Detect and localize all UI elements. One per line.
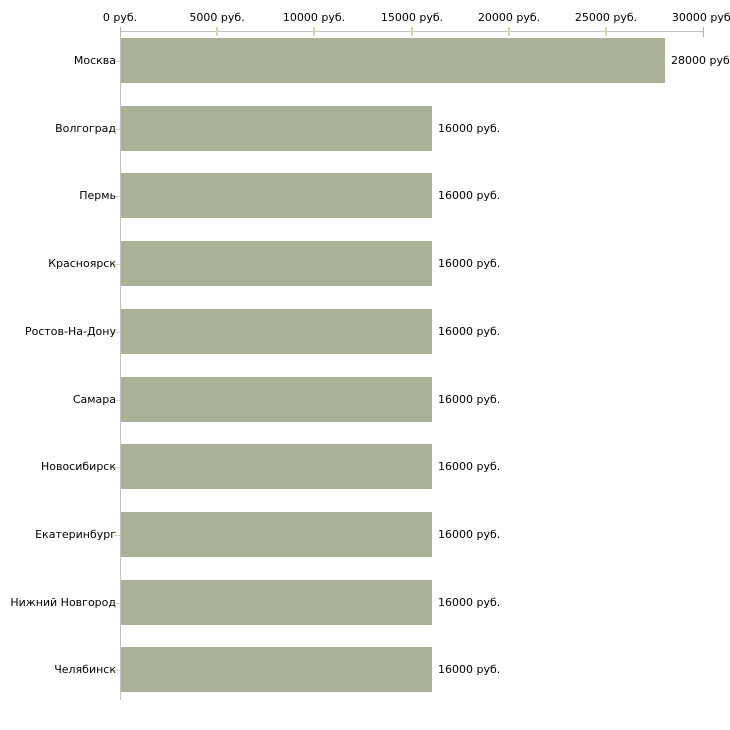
category-label: Москва	[73, 54, 116, 67]
bar	[121, 38, 665, 83]
x-axis-tick	[120, 27, 121, 37]
x-axis-tick	[216, 27, 218, 36]
category-tick	[114, 535, 120, 536]
bar	[121, 241, 432, 286]
category-tick	[114, 196, 120, 197]
category-label: Нижний Новгород	[10, 596, 116, 609]
x-axis-tick-label: 0 руб.	[102, 11, 138, 24]
category-tick	[114, 400, 120, 401]
bar	[121, 512, 432, 557]
category-label: Новосибирск	[40, 460, 116, 473]
bar	[121, 580, 432, 625]
x-axis-tick-label: 15000 руб.	[380, 11, 444, 24]
category-label: Челябинск	[54, 663, 116, 676]
value-label: 16000 руб.	[438, 528, 501, 541]
bar	[121, 377, 432, 422]
x-axis-tick-label: 20000 руб.	[477, 11, 541, 24]
value-label: 16000 руб.	[438, 596, 501, 609]
category-label: Ростов-На-Дону	[24, 325, 116, 338]
y-axis-line	[120, 31, 121, 700]
x-axis-tick	[313, 27, 315, 36]
category-label: Самара	[72, 393, 116, 406]
category-tick	[114, 332, 120, 333]
x-axis-tick-label: 25000 руб.	[574, 11, 638, 24]
bar	[121, 106, 432, 151]
value-label: 16000 руб.	[438, 663, 501, 676]
value-label: 16000 руб.	[438, 460, 501, 473]
value-label: 16000 руб.	[438, 122, 501, 135]
x-axis-tick-label: 10000 руб.	[282, 11, 346, 24]
value-label: 16000 руб.	[438, 393, 501, 406]
value-label: 16000 руб.	[438, 325, 501, 338]
category-tick	[114, 467, 120, 468]
bar	[121, 309, 432, 354]
bar	[121, 444, 432, 489]
value-label: 16000 руб.	[438, 257, 501, 270]
x-axis-tick	[605, 27, 607, 36]
category-tick	[114, 603, 120, 604]
x-axis-tick	[411, 27, 413, 36]
x-axis-tick-label: 30000 руб.	[671, 11, 730, 24]
category-label: Екатеринбург	[35, 528, 116, 541]
category-tick	[114, 264, 120, 265]
x-axis-tick	[508, 27, 510, 36]
category-tick	[114, 129, 120, 130]
category-label: Красноярск	[48, 257, 116, 270]
category-tick	[114, 670, 120, 671]
category-tick	[114, 61, 120, 62]
x-axis-tick-label: 5000 руб.	[189, 11, 245, 24]
bar	[121, 173, 432, 218]
value-label: 16000 руб.	[438, 189, 501, 202]
value-label: 28000 руб.	[671, 54, 730, 67]
category-label: Пермь	[79, 189, 116, 202]
bar	[121, 647, 432, 692]
x-axis-tick	[703, 27, 704, 37]
category-label: Волгоград	[55, 122, 116, 135]
